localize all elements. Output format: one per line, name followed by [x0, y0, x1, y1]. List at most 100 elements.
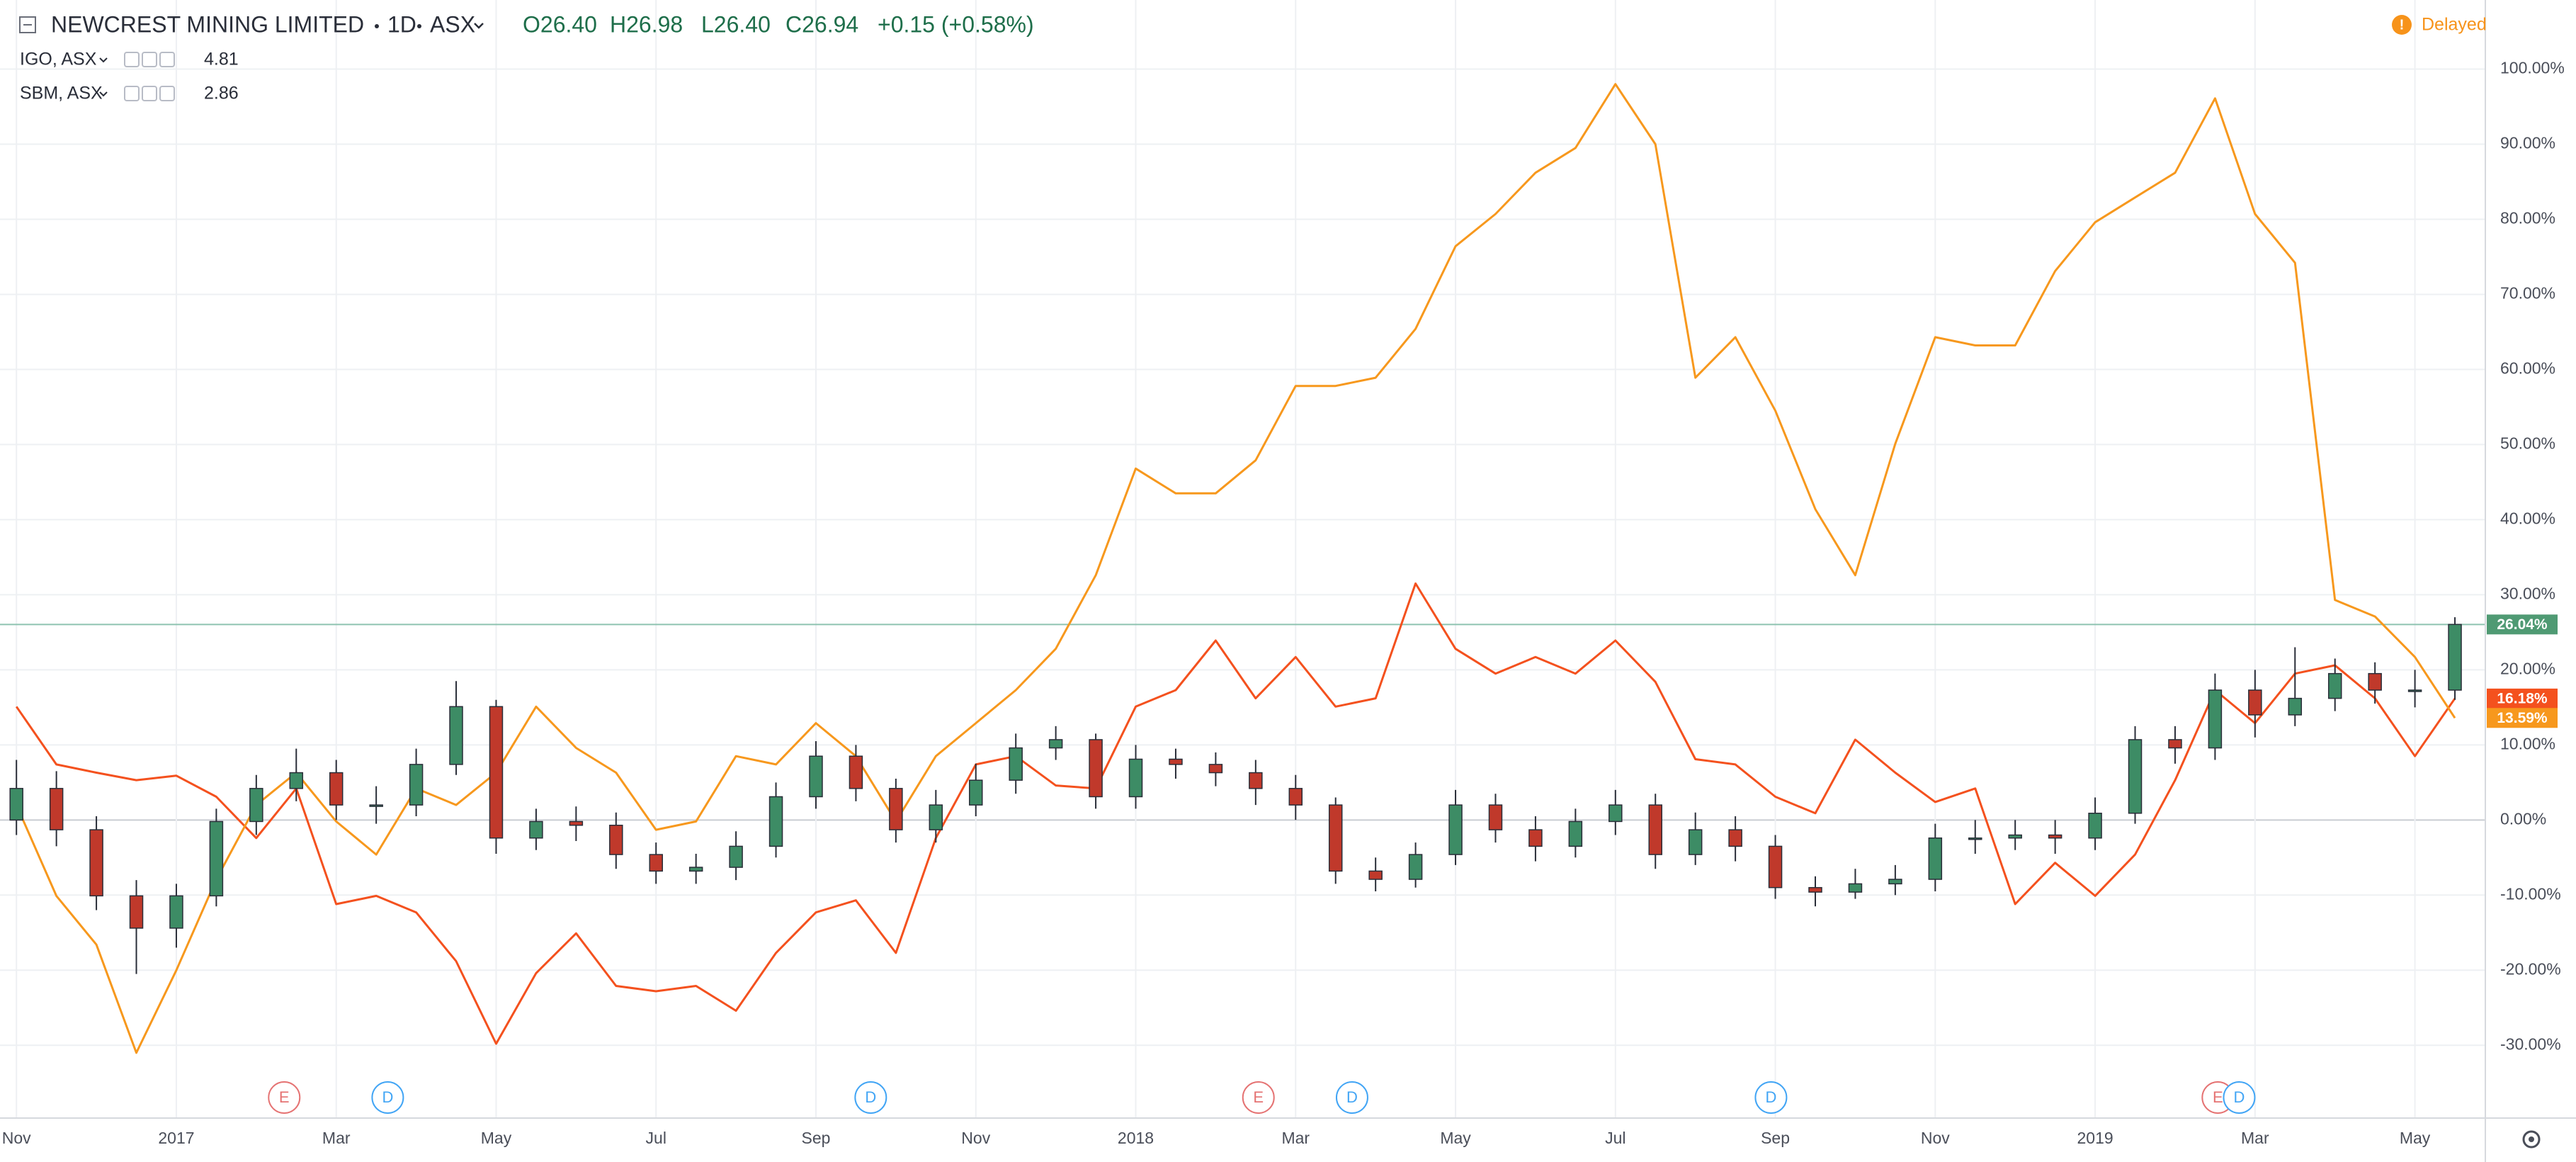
- candle-body: [1448, 804, 1463, 855]
- x-tick-label: Nov: [1921, 1129, 1950, 1147]
- y-tick-label: 40.00%: [2500, 509, 2555, 527]
- y-tick-label: 20.00%: [2500, 659, 2555, 677]
- candle-body: [2088, 813, 2102, 839]
- change-value: +0.15 (+0.58%): [878, 11, 1034, 37]
- candle-body: [2008, 834, 2022, 839]
- eye-button[interactable]: [124, 52, 140, 67]
- x-tick-label: Jul: [646, 1129, 666, 1147]
- candle-body: [2248, 689, 2262, 716]
- y-tick-label: 30.00%: [2500, 584, 2555, 602]
- y-tick-label: 50.00%: [2500, 434, 2555, 452]
- plot: [0, 83, 2485, 1054]
- event-label: D: [382, 1088, 393, 1106]
- candle-body: [1488, 804, 1503, 830]
- candle-body: [2407, 689, 2422, 692]
- y-tick-label: -20.00%: [2500, 959, 2561, 978]
- candle-body: [1768, 845, 1783, 889]
- candle-body: [1169, 758, 1183, 765]
- settings-button[interactable]: [2522, 1130, 2541, 1149]
- candle-body: [1728, 829, 1742, 847]
- candle-body: [409, 764, 424, 806]
- candle-body: [1328, 804, 1343, 872]
- interval: 1D: [387, 11, 416, 37]
- candle-body: [329, 772, 344, 806]
- candle-body: [2128, 739, 2143, 814]
- candle-body: [89, 829, 103, 897]
- price-badge-label: 26.04%: [2497, 616, 2548, 633]
- candle-body: [2288, 697, 2303, 716]
- header: NEWCREST MINING LIMITED 1D ASX O26.40 H2…: [19, 11, 2487, 103]
- candle-body: [289, 772, 304, 789]
- candle-body: [529, 820, 543, 839]
- open-value: O26.40: [523, 11, 597, 37]
- gear-hub: [2529, 1136, 2534, 1142]
- candle-body: [1208, 764, 1223, 774]
- symbol-title: NEWCREST MINING LIMITED: [51, 11, 364, 37]
- gear-icon[interactable]: [2522, 1130, 2541, 1149]
- separator: [417, 24, 421, 28]
- event-marker[interactable]: D: [1754, 1081, 1788, 1114]
- status-icon-mark: !: [2400, 17, 2405, 33]
- legend-menu[interactable]: [99, 91, 108, 97]
- event-circle: [2223, 1081, 2256, 1114]
- candle-body: [1888, 879, 1902, 885]
- event-marker[interactable]: E: [1242, 1081, 1275, 1114]
- candle-body: [1968, 837, 1982, 840]
- event-circle: [1335, 1081, 1368, 1114]
- event-marker[interactable]: D: [371, 1081, 404, 1114]
- x-tick-label: Nov: [2, 1129, 31, 1147]
- eye-button[interactable]: [124, 86, 140, 101]
- candle-body: [569, 820, 584, 826]
- candle-body: [1648, 804, 1662, 855]
- candle-body: [729, 845, 743, 868]
- candle-body: [929, 804, 943, 830]
- x-tick-label: Nov: [961, 1129, 990, 1147]
- x-tick-label: May: [2400, 1129, 2431, 1147]
- candle-body: [1568, 820, 1583, 847]
- candle-body: [1808, 886, 1822, 893]
- candle-body: [1608, 804, 1623, 823]
- legend-menu[interactable]: [99, 57, 108, 63]
- candle-body: [209, 820, 224, 897]
- candle-body: [2048, 834, 2062, 839]
- candle-body: [969, 779, 983, 806]
- candle-body: [809, 755, 823, 798]
- event-label: D: [865, 1088, 876, 1106]
- candle-body: [1128, 758, 1143, 798]
- candle-body: [1288, 788, 1303, 806]
- candle-body: [1368, 870, 1383, 880]
- event-circle: [371, 1081, 404, 1114]
- candle-body: [249, 788, 263, 823]
- separator: [375, 24, 379, 28]
- x-tick-label: May: [1440, 1129, 1471, 1147]
- exchange: ASX: [430, 11, 475, 37]
- price-badge: [2487, 688, 2558, 709]
- event-marker[interactable]: D: [2223, 1081, 2256, 1114]
- event-marker[interactable]: D: [854, 1081, 887, 1114]
- x-tick-label: 2018: [1118, 1129, 1154, 1147]
- y-tick-label: 10.00%: [2500, 734, 2555, 752]
- remove-button[interactable]: [159, 52, 175, 67]
- symbol-menu[interactable]: [474, 23, 484, 29]
- settings-button[interactable]: [142, 86, 157, 101]
- candle-body: [609, 824, 623, 855]
- candle-body: [2368, 672, 2382, 691]
- candle-body: [1688, 829, 1703, 855]
- candle-body: [1528, 829, 1543, 847]
- event-marker[interactable]: E: [268, 1081, 301, 1114]
- candle-body: [2327, 672, 2342, 699]
- x-tick-label: May: [481, 1129, 512, 1147]
- event-label: D: [1765, 1088, 1776, 1106]
- remove-button[interactable]: [159, 86, 175, 101]
- candle-body: [49, 788, 64, 830]
- candle-body: [489, 706, 504, 839]
- event-marker[interactable]: D: [1335, 1081, 1368, 1114]
- y-tick-label: -30.00%: [2500, 1034, 2561, 1053]
- settings-button[interactable]: [142, 52, 157, 67]
- candle-body: [449, 706, 463, 765]
- y-tick-label: 60.00%: [2500, 359, 2555, 378]
- price-badge-label: 13.59%: [2497, 710, 2548, 726]
